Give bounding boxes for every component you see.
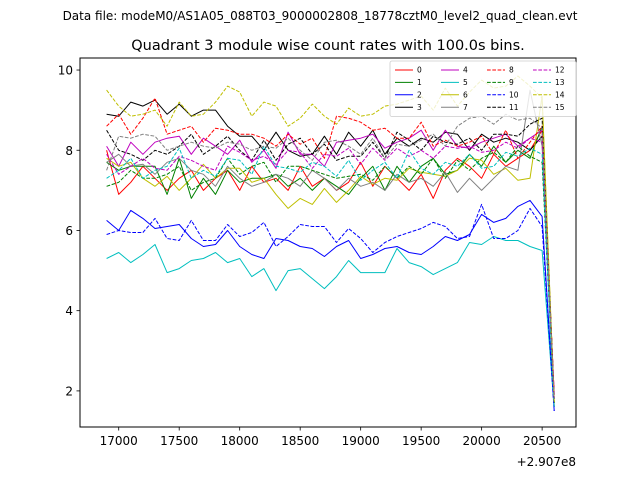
x-tick-label: 19500	[402, 434, 440, 448]
x-axis: 17000 17500 18000 18500 19000 19500 20000 20500	[100, 427, 561, 448]
x-offset-label: +2.907e8	[517, 455, 576, 469]
series-line-9	[106, 145, 555, 403]
x-tick-label: 17000	[100, 434, 138, 448]
chart-title: Quadrant 3 module wise count rates with …	[131, 38, 525, 54]
legend-label-2: 2	[417, 90, 422, 99]
series-line-12	[106, 137, 555, 399]
legend-label-3: 3	[417, 103, 422, 112]
series-line-5	[106, 236, 555, 407]
legend-label-14: 14	[555, 90, 565, 99]
series-line-6	[106, 95, 555, 403]
legend-label-13: 13	[555, 78, 565, 87]
y-axis: 2 4 6 8 10	[58, 64, 80, 398]
y-tick-label: 8	[65, 144, 73, 158]
series-layer	[106, 75, 555, 412]
x-tick-label: 18500	[281, 434, 319, 448]
series-line-13	[106, 145, 555, 407]
x-tick-label: 17500	[160, 434, 198, 448]
legend-label-10: 10	[509, 90, 519, 99]
series-line-10	[106, 203, 555, 412]
y-tick-label: 10	[58, 64, 73, 78]
series-line-2	[106, 199, 555, 412]
series-line-11	[106, 117, 555, 399]
legend-label-5: 5	[463, 78, 468, 87]
legend-label-0: 0	[417, 66, 422, 75]
x-tick-label: 20000	[463, 434, 501, 448]
legend-label-12: 12	[555, 66, 565, 75]
legend-label-7: 7	[463, 103, 468, 112]
legend-label-4: 4	[463, 66, 468, 75]
legend-label-15: 15	[555, 103, 565, 112]
y-tick-label: 4	[65, 304, 73, 318]
x-tick-label: 20500	[523, 434, 561, 448]
legend-label-1: 1	[417, 78, 422, 87]
series-line-8	[106, 97, 555, 395]
plot-frame	[79, 57, 577, 428]
legend-box	[389, 60, 577, 117]
series-line-4	[106, 129, 555, 395]
y-tick-label: 2	[65, 384, 73, 398]
legend-label-6: 6	[463, 90, 468, 99]
legend-label-8: 8	[509, 66, 514, 75]
x-tick-label: 18000	[221, 434, 259, 448]
legend-label-11: 11	[509, 103, 519, 112]
x-tick-label: 19000	[342, 434, 380, 448]
chart-suptitle: Data file: modeM0/AS1A05_088T03_90000028…	[63, 9, 578, 23]
series-line-7	[106, 89, 555, 399]
legend-label-9: 9	[509, 78, 514, 87]
y-tick-label: 6	[65, 224, 73, 238]
series-line-1	[106, 125, 555, 403]
